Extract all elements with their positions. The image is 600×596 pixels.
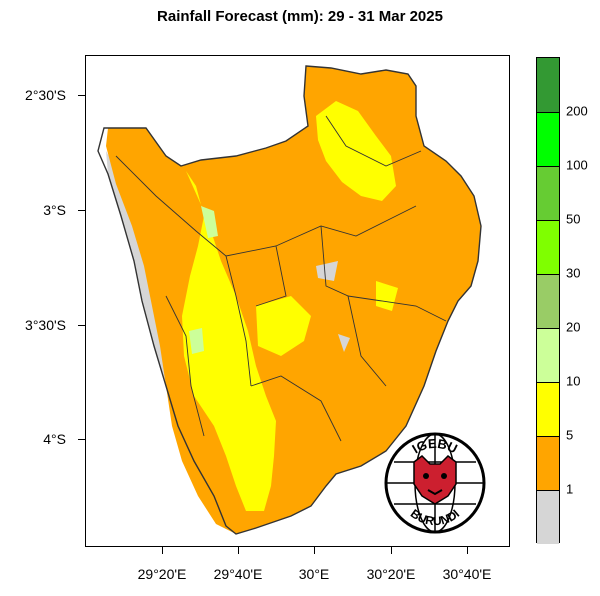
map-frame <box>85 55 510 547</box>
logo-bottom-text: BURUNDI <box>408 506 462 528</box>
rain-zone-grey-patch-1 <box>316 261 338 281</box>
colorbar-segment <box>537 112 559 166</box>
colorbar-label: 100 <box>566 157 588 173</box>
rain-zone-yellow-west <box>182 171 276 511</box>
burundi-map <box>97 65 482 535</box>
province-boundaries <box>115 115 447 442</box>
lon-label: 30°E <box>298 566 330 582</box>
lon-tick <box>391 547 392 554</box>
lon-tick <box>314 547 315 554</box>
lat-tick <box>78 439 85 440</box>
country-outline <box>97 65 482 535</box>
colorbar-label: 10 <box>566 373 581 389</box>
lat-label: 3°30'S <box>25 317 66 333</box>
colorbar-segment <box>537 274 559 328</box>
lat-label: 3°S <box>43 202 66 218</box>
colorbar <box>536 57 560 544</box>
lat-tick <box>78 95 85 96</box>
colorbar-segment <box>537 58 559 112</box>
lat-tick <box>78 210 85 211</box>
igebu-logo: IGEBU BURUNDI <box>384 432 486 534</box>
colorbar-label: 200 <box>566 103 588 119</box>
lon-label: 30°40'E <box>442 566 492 582</box>
colorbar-segment <box>537 382 559 436</box>
logo-top-text: IGEBU <box>409 436 459 457</box>
colorbar-label: 50 <box>566 211 581 227</box>
colorbar-segment <box>537 436 559 490</box>
lon-label: 30°20'E <box>366 566 416 582</box>
colorbar-label: 20 <box>566 319 581 335</box>
lon-tick <box>238 547 239 554</box>
colorbar-segment <box>537 490 559 544</box>
colorbar-segment <box>537 166 559 220</box>
rain-zone-green-1 <box>201 206 218 238</box>
colorbar-label: 5 <box>566 427 574 443</box>
rain-zone-green-2 <box>189 328 204 354</box>
leopard-head-icon <box>413 455 457 505</box>
map-title: Rainfall Forecast (mm): 29 - 31 Mar 2025 <box>157 8 443 25</box>
colorbar-segment <box>537 328 559 382</box>
rain-zone-grey-patch-2 <box>338 334 350 352</box>
rain-zone-yellow-center <box>256 296 311 356</box>
colorbar-label: 1 <box>566 481 574 497</box>
colorbar-segment <box>537 220 559 274</box>
colorbar-label: 30 <box>566 265 581 281</box>
lat-tick <box>78 325 85 326</box>
lat-label: 2°30'S <box>25 87 66 103</box>
lon-tick <box>467 547 468 554</box>
lon-tick <box>162 547 163 554</box>
lon-label: 29°20'E <box>137 566 187 582</box>
lon-label: 29°40'E <box>213 566 263 582</box>
lat-label: 4°S <box>43 431 66 447</box>
rain-zone-yellow-patch <box>376 281 398 311</box>
